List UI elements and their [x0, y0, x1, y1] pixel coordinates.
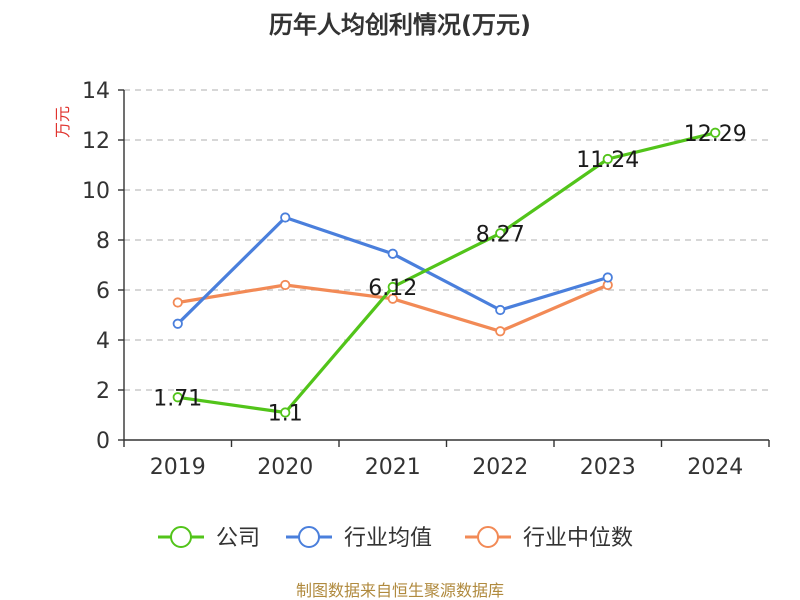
data-point-1-2019 — [172, 318, 183, 329]
y-tick-label-12: 12 — [82, 129, 110, 154]
data-point-2-2020 — [280, 279, 291, 291]
data-point-2-2021 — [387, 293, 398, 304]
data-label-2023: 11.24 — [576, 148, 639, 173]
x-tick-label-2019: 2019 — [150, 455, 206, 480]
x-tick-label-2021: 2021 — [365, 455, 421, 480]
legend-label-1: 行业均值 — [344, 526, 432, 551]
data-labels: 1.71 1.1 6.12 8.27 11.24 12.29 — [153, 122, 746, 427]
legend-item-0[interactable]: 公司 — [158, 526, 260, 551]
data-point-0-2019 — [172, 392, 183, 403]
data-point-1-2021 — [387, 248, 398, 259]
data-point-1-2023 — [602, 272, 613, 283]
x-tick-label-2022: 2022 — [472, 455, 528, 480]
data-point-0-2020 — [280, 407, 291, 418]
data-point-1-2020 — [280, 212, 291, 223]
y-tick-label-14: 14 — [82, 79, 110, 104]
y-tick-label-2: 2 — [96, 379, 110, 404]
x-tick-label-2023: 2023 — [580, 455, 636, 480]
series-1 — [172, 212, 613, 329]
chart-title: 历年人均创利情况(万元) — [269, 11, 531, 39]
legend-label-0: 公司 — [216, 526, 260, 551]
legend-label-2: 行业中位数 — [523, 526, 633, 551]
x-tick-label-2024: 2024 — [687, 455, 743, 480]
data-label-2022: 8.27 — [476, 222, 525, 247]
data-point-2-2019 — [172, 297, 183, 308]
series-2 — [172, 279, 613, 337]
data-point-0-2022 — [495, 228, 506, 239]
y-tick-label-8: 8 — [96, 229, 110, 254]
legend[interactable]: 公司 行业均值 行业中位数 — [158, 526, 633, 551]
series-0 — [172, 127, 721, 418]
data-point-0-2024 — [710, 127, 721, 138]
y-axis-label: 万元 — [53, 106, 72, 138]
series-layer — [172, 127, 721, 418]
series-line-0 — [177, 131, 716, 415]
legend-marker-1 — [298, 526, 320, 548]
y-tick-label-4: 4 — [96, 329, 110, 354]
data-point-1-2022 — [495, 304, 506, 316]
data-label-2020: 1.1 — [268, 402, 303, 427]
legend-marker-0 — [170, 526, 192, 548]
data-point-0-2021 — [387, 281, 398, 293]
x-tick-label-2020: 2020 — [257, 455, 313, 480]
y-tick-label-10: 10 — [82, 179, 110, 204]
data-label-2019: 1.71 — [153, 386, 202, 411]
y-tick-label-6: 6 — [96, 279, 110, 304]
axes: 0 2 4 6 8 10 12 14 2019 2020 2021 2022 2023 2024 — [82, 79, 770, 480]
data-label-2021: 6.12 — [368, 276, 417, 301]
gridlines — [124, 89, 769, 391]
y-tick-label-0: 0 — [96, 429, 110, 454]
data-point-0-2023 — [602, 153, 613, 165]
data-point-2-2022 — [495, 326, 506, 337]
legend-marker-2 — [477, 526, 499, 548]
legend-item-2[interactable]: 行业中位数 — [465, 526, 633, 551]
source-footer: 制图数据来自恒生聚源数据库 — [296, 581, 504, 600]
data-label-2024: 12.29 — [684, 122, 747, 147]
legend-item-1[interactable]: 行业均值 — [286, 526, 432, 551]
series-line-1 — [176, 215, 609, 325]
